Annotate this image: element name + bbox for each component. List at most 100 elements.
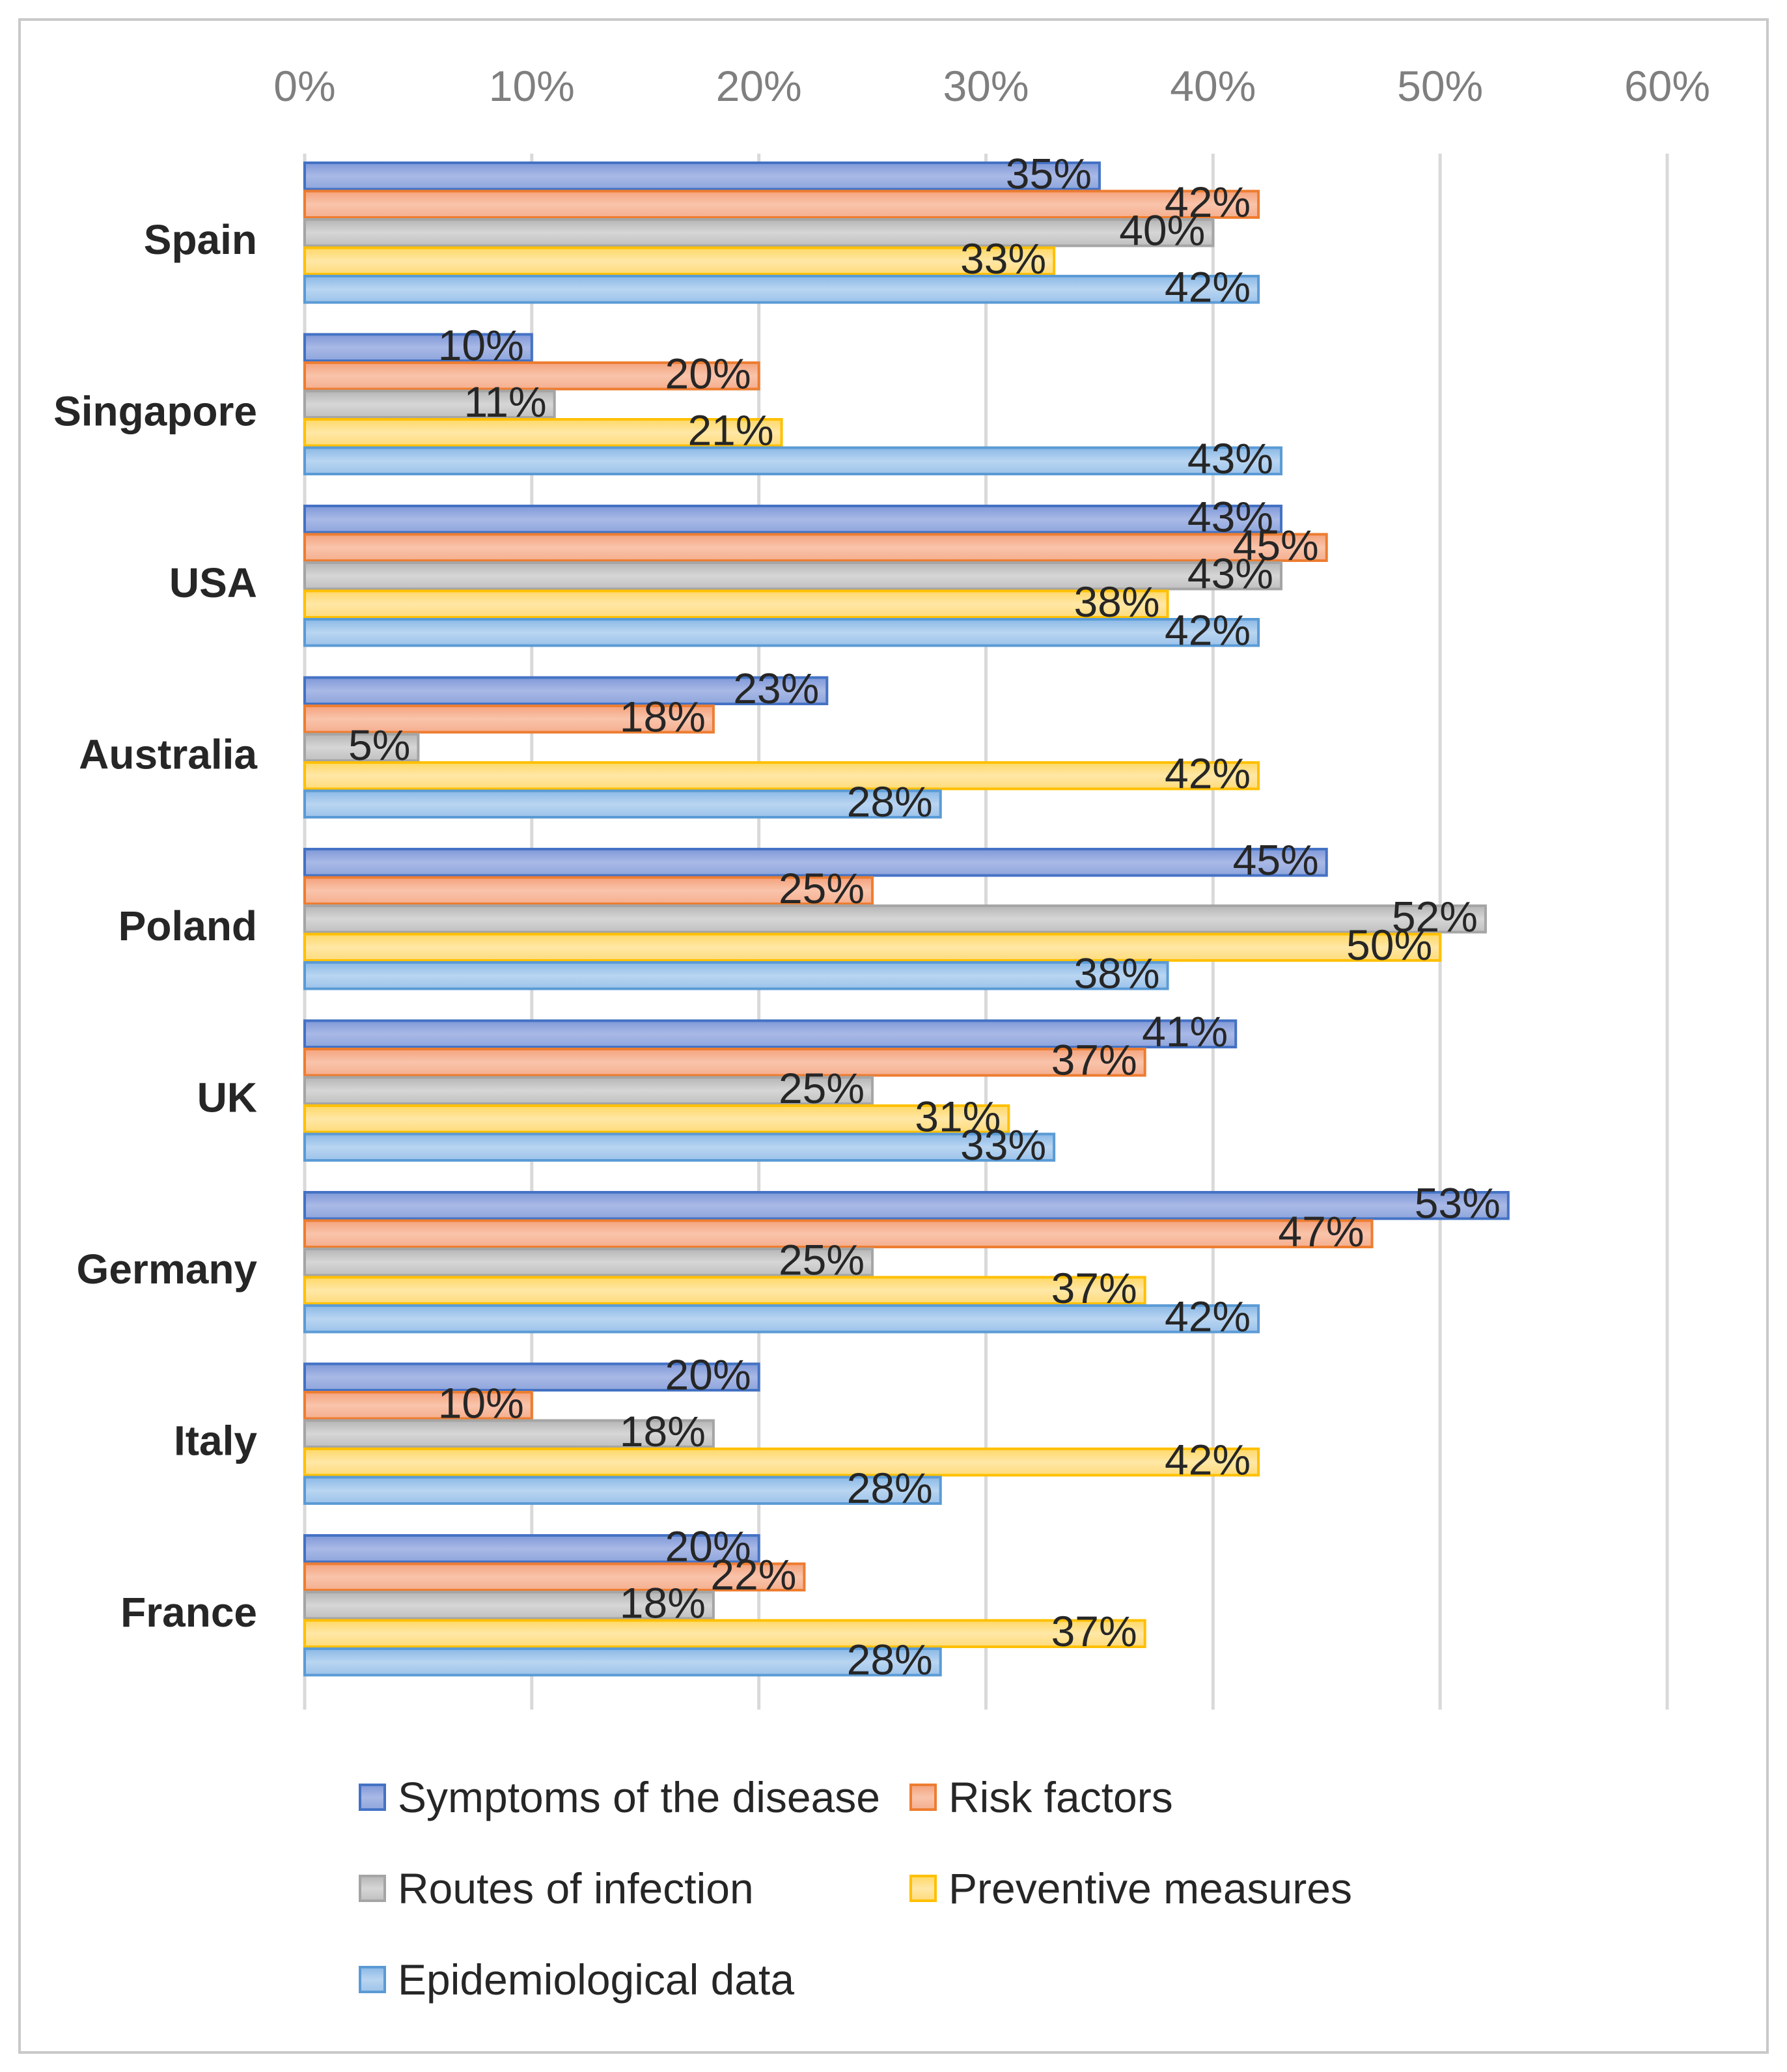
data-label: 43% [1187,434,1273,483]
bar [303,1104,1010,1134]
data-label: 43% [1187,550,1273,598]
bar [303,418,783,447]
data-label: 10% [438,1379,524,1427]
data-label: 5% [348,721,410,769]
data-label: 47% [1278,1207,1364,1255]
data-label: 42% [1165,749,1251,798]
bar [303,904,1487,934]
bar [303,1619,1146,1648]
bar [303,761,1260,791]
data-labels: 35%42%40%33%42%10%20%11%21%43%43%45%43%3… [348,150,1501,1684]
bar [303,1476,942,1505]
data-label: 28% [847,777,933,826]
category-label: France [120,1589,257,1636]
bar [303,275,1260,304]
bar [303,1076,874,1105]
data-label: 37% [1051,1607,1137,1655]
bar [303,848,1328,877]
bar [303,1248,874,1277]
bar [303,1191,1510,1220]
legend-swatch [909,1784,937,1811]
bar [303,789,942,819]
data-label: 50% [1346,921,1432,969]
legend-label: Epidemiological data [398,1955,794,2004]
bar [303,1419,715,1448]
data-label: 37% [1051,1264,1137,1312]
bars [303,161,1510,1677]
category-labels: Spain Singapore USA Australia Poland UK German… [53,216,257,1636]
legend: Symptoms of the disease Risk factors Route… [359,1773,1352,2004]
legend-label: Preventive measures [949,1864,1352,1912]
bar [303,333,533,362]
x-tick-label: 40% [1170,62,1256,110]
bar [303,1132,1056,1162]
bar [303,505,1282,534]
data-label: 20% [665,1522,751,1571]
legend-label: Symptoms of the disease [398,1773,880,1821]
data-label: 23% [733,664,819,712]
bar [303,561,1282,591]
legend-swatch [909,1875,937,1902]
data-label: 25% [779,1236,865,1284]
bar [303,1391,533,1420]
data-label: 38% [1074,578,1159,626]
data-label: 11% [464,378,547,426]
bar [303,961,1169,990]
bar [303,1304,1260,1334]
legend-label: Risk factors [949,1773,1173,1821]
category-label: Italy [174,1417,257,1464]
data-label: 53% [1415,1179,1501,1227]
legend-label: Routes of infection [398,1864,754,1912]
data-label: 25% [779,1064,865,1112]
data-label: 45% [1233,521,1319,569]
bar [303,1562,806,1591]
data-label: 37% [1051,1036,1137,1084]
x-tick-label: 0% [273,62,335,110]
bar [303,932,1442,962]
data-label: 35% [1006,150,1092,198]
category-label: Singapore [53,387,257,434]
bar [303,676,829,705]
category-label: UK [197,1074,257,1121]
bar [303,618,1260,647]
bar [303,1534,760,1563]
legend-swatch [359,1966,386,1993]
data-label: 42% [1165,263,1251,311]
data-label: 10% [438,321,524,369]
category-label: USA [169,559,257,606]
category-label: Germany [77,1246,258,1293]
x-axis-ticks: 0% 10% 20% 30% 40% 50% 60% [273,62,1710,110]
bar [303,1019,1238,1048]
data-label: 45% [1233,836,1319,884]
bar [303,533,1328,562]
data-label: 43% [1187,493,1273,541]
bar [303,161,1101,191]
category-label: Australia [79,731,257,777]
bar [303,1362,760,1392]
data-label: 42% [1165,1293,1251,1341]
x-tick-label: 10% [489,62,575,110]
bar [303,1276,1146,1305]
x-tick-label: 50% [1397,62,1483,110]
data-label: 20% [665,1351,751,1399]
data-label: 25% [779,864,865,912]
bar [303,389,556,419]
data-label: 33% [960,234,1046,283]
bar [303,589,1169,619]
bar [303,446,1282,475]
bar [303,246,1056,275]
x-tick-label: 20% [716,62,802,110]
legend-swatch [359,1875,386,1902]
bar [303,218,1215,247]
data-label: 18% [620,693,706,741]
bar [303,1591,715,1620]
data-label: 18% [620,1407,706,1455]
category-label: Poland [118,903,257,949]
category-label: Spain [144,216,257,263]
bar [303,1448,1260,1477]
bar [303,1219,1374,1248]
x-tick-label: 30% [943,62,1029,110]
data-label: 41% [1142,1007,1228,1056]
bar [303,189,1260,219]
data-label: 38% [1074,949,1159,998]
